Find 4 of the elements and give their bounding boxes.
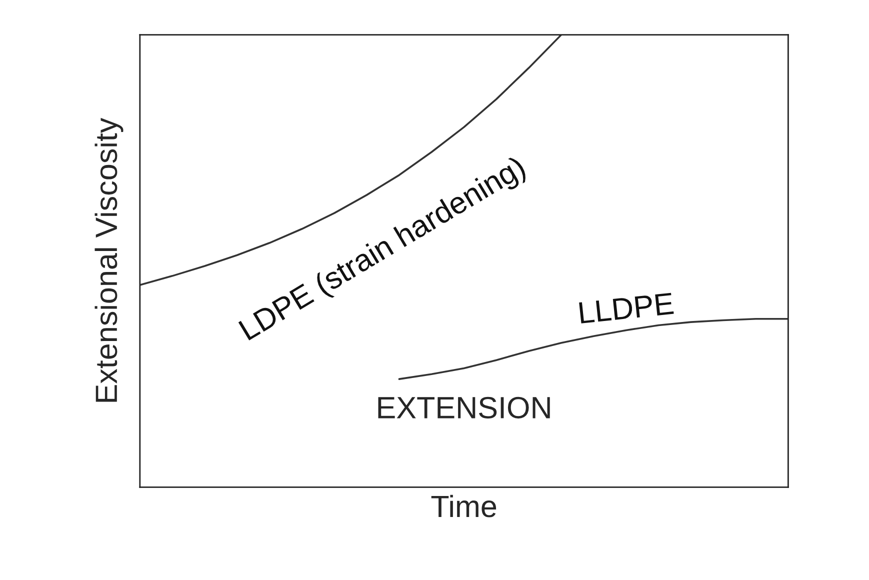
y-axis-title: Extensional Viscosity [94, 118, 124, 402]
text: LLDPE [579, 292, 674, 324]
annotation: EXTENSION [378, 396, 550, 418]
x-axis-title: Time [431, 494, 496, 518]
